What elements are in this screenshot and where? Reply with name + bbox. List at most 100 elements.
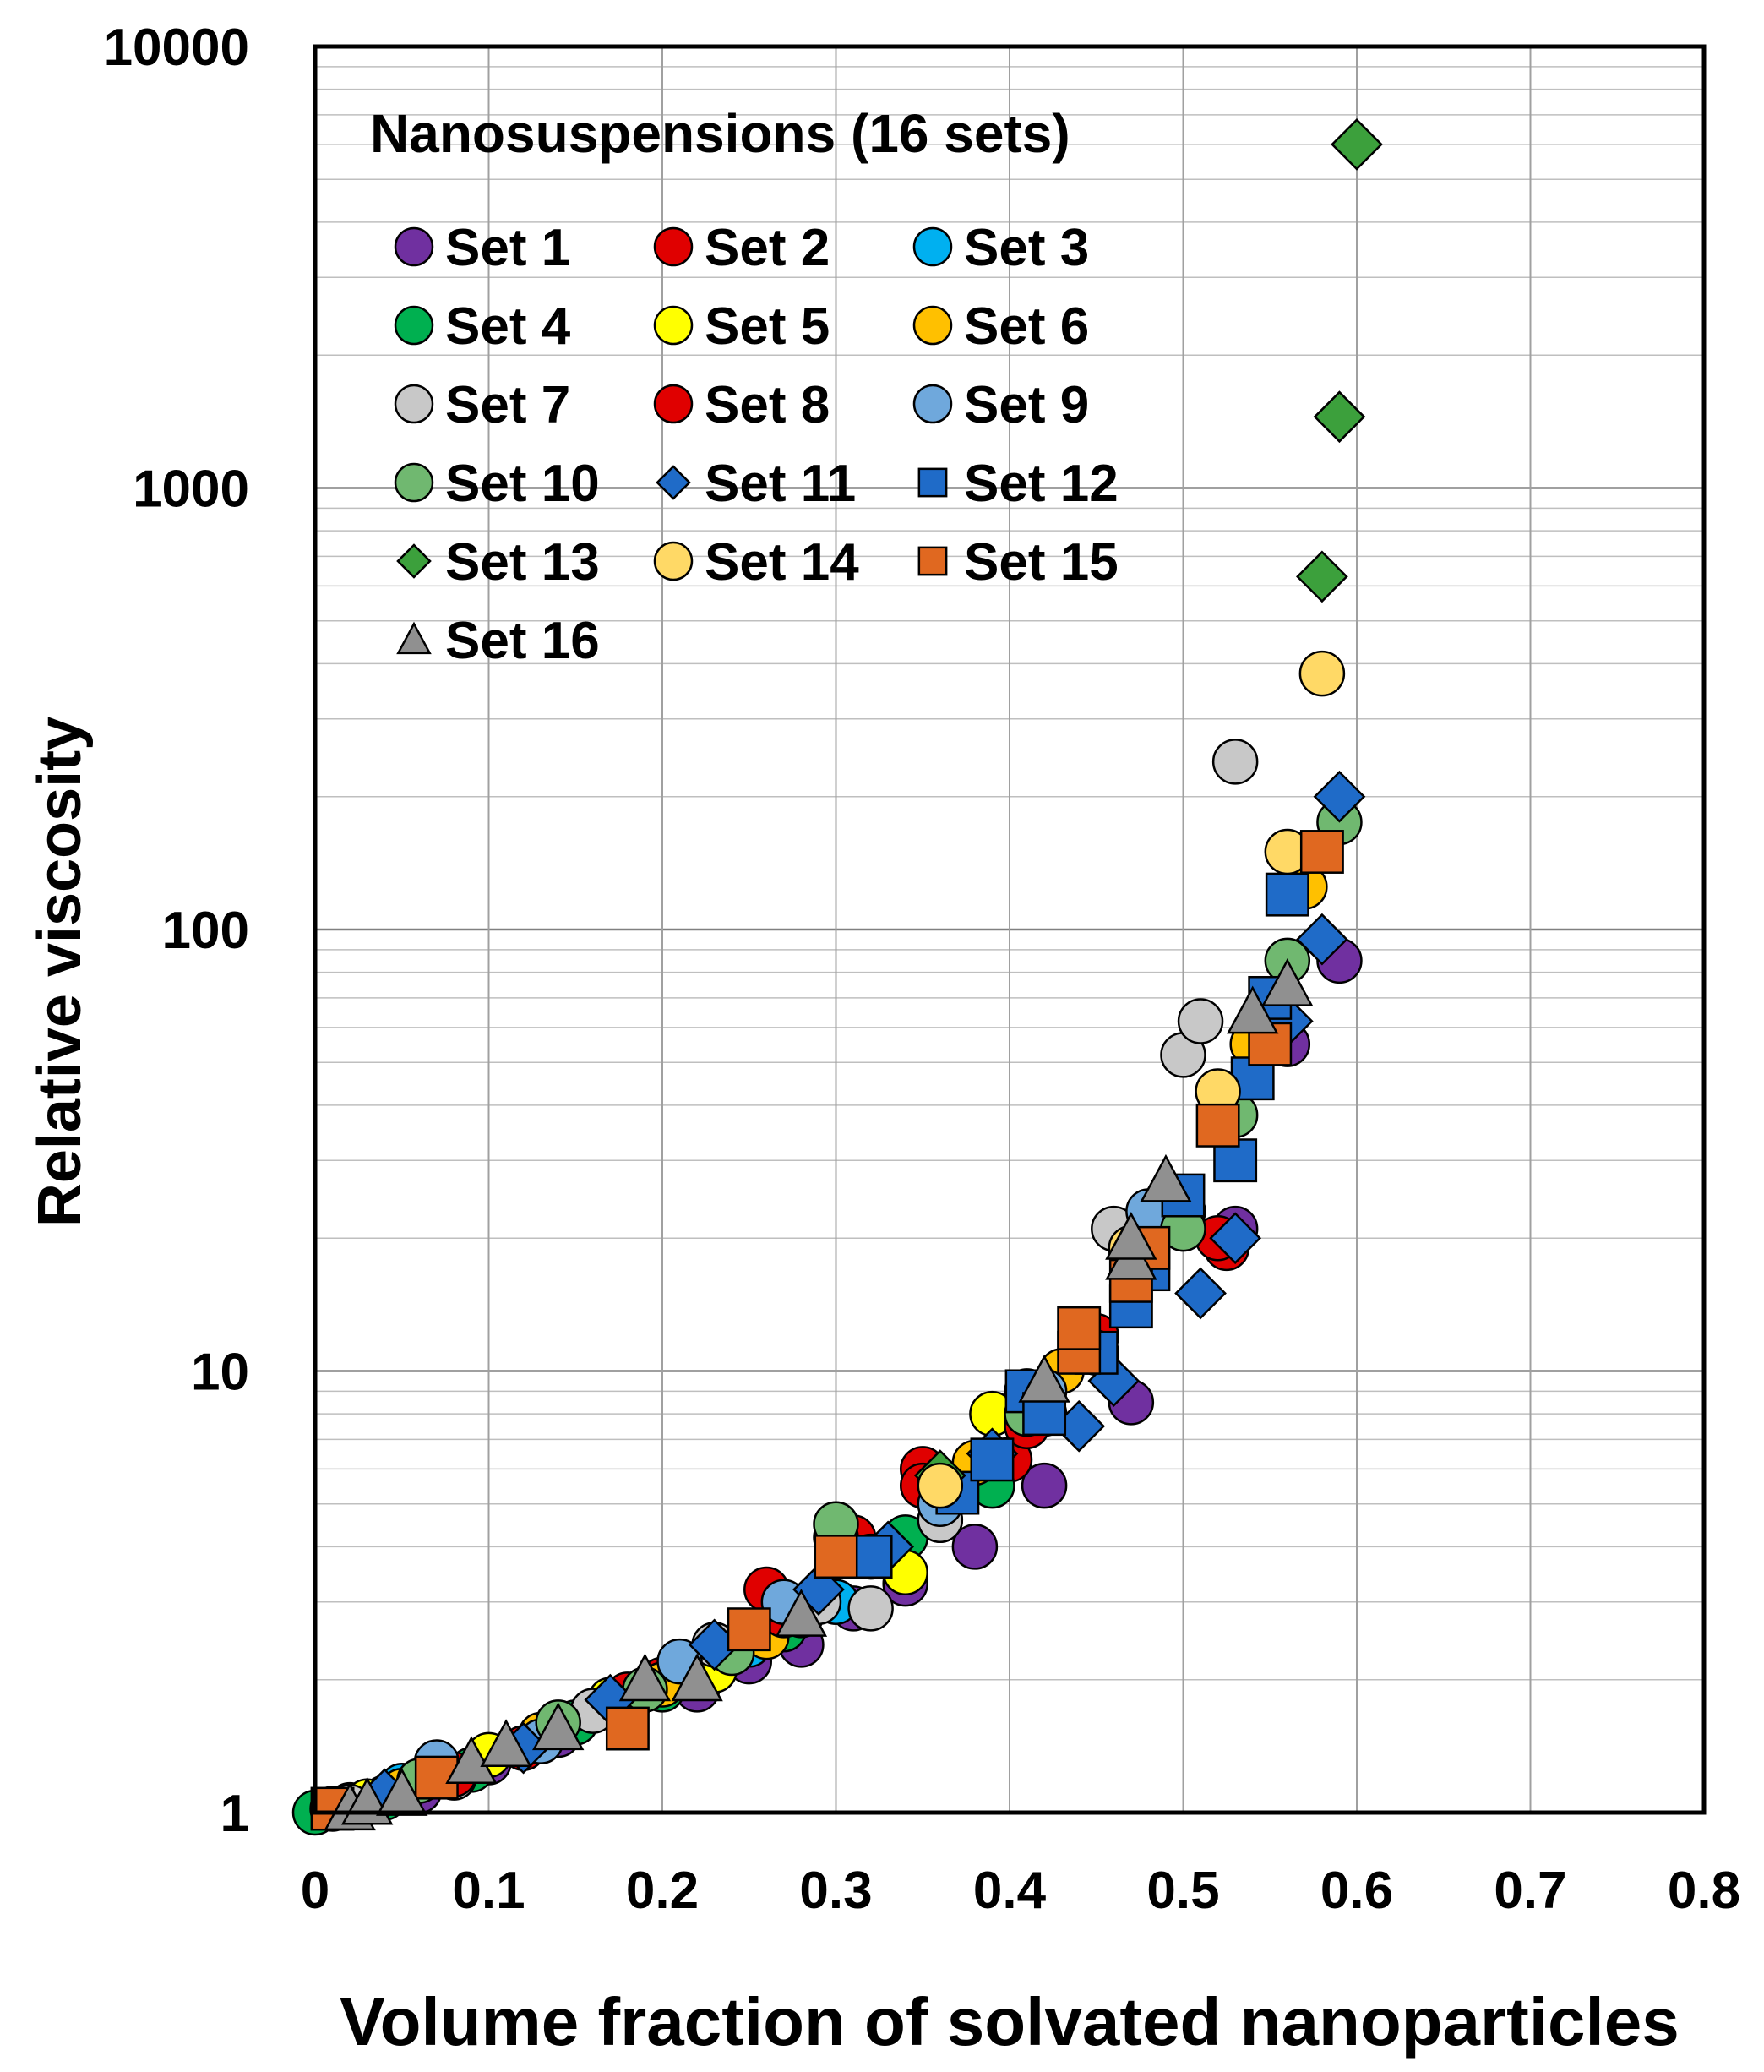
x-tick-labels: 0 0.1 0.2 0.3 0.4 0.5 0.6 0.7 0.8 <box>301 1862 1740 1920</box>
data-point <box>1140 1153 1192 1202</box>
legend-marker <box>394 384 434 424</box>
legend-marker <box>656 465 691 500</box>
legend-marker <box>917 467 948 498</box>
x-tick-label: 0 <box>301 1862 329 1920</box>
x-tick-label: 0.7 <box>1494 1862 1566 1920</box>
data-point <box>847 1585 894 1632</box>
legend-label: Set 14 <box>705 533 859 592</box>
data-point <box>480 1719 532 1767</box>
data-point <box>605 1706 650 1751</box>
data-point <box>1331 118 1383 171</box>
legend-item: Set 2 <box>653 219 830 277</box>
legend-label: Set 12 <box>964 455 1119 513</box>
legend-label: Set 8 <box>705 376 830 434</box>
y-tick-label: 100 <box>162 902 249 960</box>
data-point <box>1313 770 1366 823</box>
legend-title: Nanosuspensions (16 sets) <box>370 103 1070 164</box>
legend: Set 1 Set 2 Set 3 Set 4 Set 5 Set 6 Set 7 Set 8… <box>394 219 1119 670</box>
y-tick-label: 1 <box>220 1785 249 1843</box>
legend-item: Set 12 <box>917 455 1119 513</box>
y-tick-labels: 1 10 100 1000 10000 <box>104 19 249 1843</box>
data-point <box>1296 550 1348 603</box>
data-point <box>618 1653 672 1702</box>
data-point <box>1018 1354 1070 1403</box>
x-tick-label: 0.2 <box>626 1862 699 1920</box>
legend-marker <box>394 226 434 267</box>
data-point <box>376 1768 428 1816</box>
data-point <box>792 1563 845 1616</box>
data-point <box>1209 1212 1262 1265</box>
legend-label: Set 5 <box>705 297 830 356</box>
legend-item: Set 13 <box>396 533 600 592</box>
data-point <box>1298 650 1346 697</box>
x-tick-label: 0.1 <box>452 1862 525 1920</box>
data-point <box>1261 958 1314 1006</box>
legend-item: Set 1 <box>394 219 570 277</box>
legend-label: Set 7 <box>445 376 570 434</box>
legend-label: Set 16 <box>445 612 600 670</box>
x-tick-label: 0.6 <box>1320 1862 1393 1920</box>
x-axis-label: Volume fraction of solvated nanoparticle… <box>340 1984 1680 2059</box>
legend-marker <box>653 226 694 267</box>
data-point <box>951 1524 999 1570</box>
data-point <box>671 1653 723 1702</box>
legend-label: Set 15 <box>964 533 1119 592</box>
legend-marker <box>912 226 953 267</box>
y-axis-label: Relative viscosity <box>26 717 94 1227</box>
legend-label: Set 13 <box>445 533 600 592</box>
legend-item: Set 7 <box>394 376 570 434</box>
legend-item: Set 11 <box>656 455 856 513</box>
data-point <box>1265 872 1309 917</box>
legend-label: Set 3 <box>964 219 1089 277</box>
data-point <box>775 1589 828 1637</box>
data-point <box>970 1437 1015 1482</box>
data-point <box>814 1535 858 1579</box>
legend-item: Set 6 <box>912 297 1089 356</box>
legend-marker <box>394 462 434 503</box>
data-point <box>1057 1306 1102 1350</box>
data-point <box>1174 1267 1227 1320</box>
legend-marker <box>912 305 953 346</box>
y-tick-label: 10000 <box>104 19 249 77</box>
legend-label: Set 9 <box>964 376 1089 434</box>
legend-label: Set 11 <box>705 455 856 513</box>
data-point <box>1195 1103 1240 1148</box>
legend-item: Set 3 <box>912 219 1089 277</box>
legend-label: Set 1 <box>445 219 570 277</box>
data-point <box>532 1702 585 1751</box>
legend-item: Set 14 <box>653 533 859 592</box>
legend-marker <box>653 541 694 581</box>
data-points <box>291 118 1383 1836</box>
legend-label: Set 10 <box>445 455 600 513</box>
data-point <box>1105 1211 1157 1260</box>
legend-marker <box>396 543 432 579</box>
data-point <box>1021 1462 1068 1509</box>
legend-item: Set 5 <box>653 297 830 356</box>
data-point <box>1227 985 1279 1034</box>
series-15 <box>310 830 1344 1831</box>
legend-item: Set 10 <box>394 455 600 513</box>
legend-marker <box>653 305 694 346</box>
data-point <box>445 1736 498 1785</box>
data-point <box>1299 830 1344 874</box>
legend-label: Set 6 <box>964 297 1089 356</box>
data-point <box>727 1607 771 1652</box>
x-tick-label: 0.3 <box>799 1862 872 1920</box>
data-point <box>1211 739 1259 785</box>
legend-marker <box>917 546 948 576</box>
x-tick-label: 0.5 <box>1146 1862 1219 1920</box>
legend-marker <box>396 621 432 655</box>
y-tick-label: 10 <box>191 1344 249 1402</box>
legend-item: Set 8 <box>653 376 830 434</box>
data-point <box>1313 390 1366 444</box>
data-point <box>1177 998 1224 1044</box>
x-tick-label: 0.4 <box>973 1862 1047 1920</box>
data-point <box>917 1462 964 1509</box>
legend-label: Set 4 <box>445 297 571 356</box>
legend-item: Set 9 <box>912 376 1089 434</box>
legend-label: Set 2 <box>705 219 830 277</box>
legend-item: Set 16 <box>396 612 600 670</box>
legend-item: Set 4 <box>394 297 571 356</box>
legend-marker <box>912 384 953 424</box>
